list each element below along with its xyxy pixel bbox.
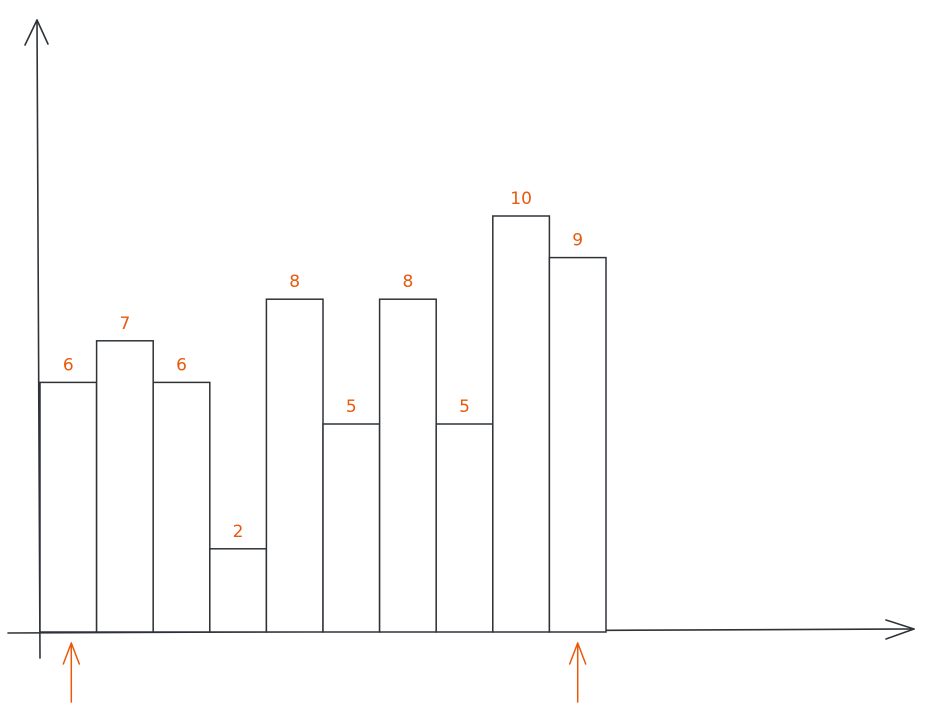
value-label-10: 9 [572,231,583,251]
pointer-arrow-2 [568,642,587,703]
bar-10 [548,256,607,633]
bar-3 [152,381,211,633]
y-axis-arrowhead [24,19,49,46]
value-label-2: 7 [119,314,130,334]
bars-group [39,215,607,633]
value-label-9: 10 [510,189,532,209]
bar-9 [492,215,551,633]
pointer-arrow-1 [62,642,81,703]
bar-1 [39,381,98,633]
value-label-6: 5 [346,397,357,417]
x-axis-arrowhead [885,619,915,640]
value-label-7: 8 [402,272,413,292]
bar-5 [265,298,324,633]
value-label-5: 8 [289,272,300,292]
bar-8 [435,423,494,633]
bar-6 [322,423,381,633]
value-label-3: 6 [176,355,187,375]
pointer-markers-group [62,642,587,703]
value-label-1: 6 [63,355,74,375]
value-label-4: 2 [233,522,244,542]
bar-2 [95,340,154,633]
bar-7 [378,298,437,633]
pointer-arrow-head [62,642,81,665]
value-label-8: 5 [459,397,470,417]
bar-4 [209,548,268,633]
pointer-arrow-head [568,642,587,665]
value-labels-group: 6 7 6 2 8 5 8 5 10 9 [63,189,583,542]
